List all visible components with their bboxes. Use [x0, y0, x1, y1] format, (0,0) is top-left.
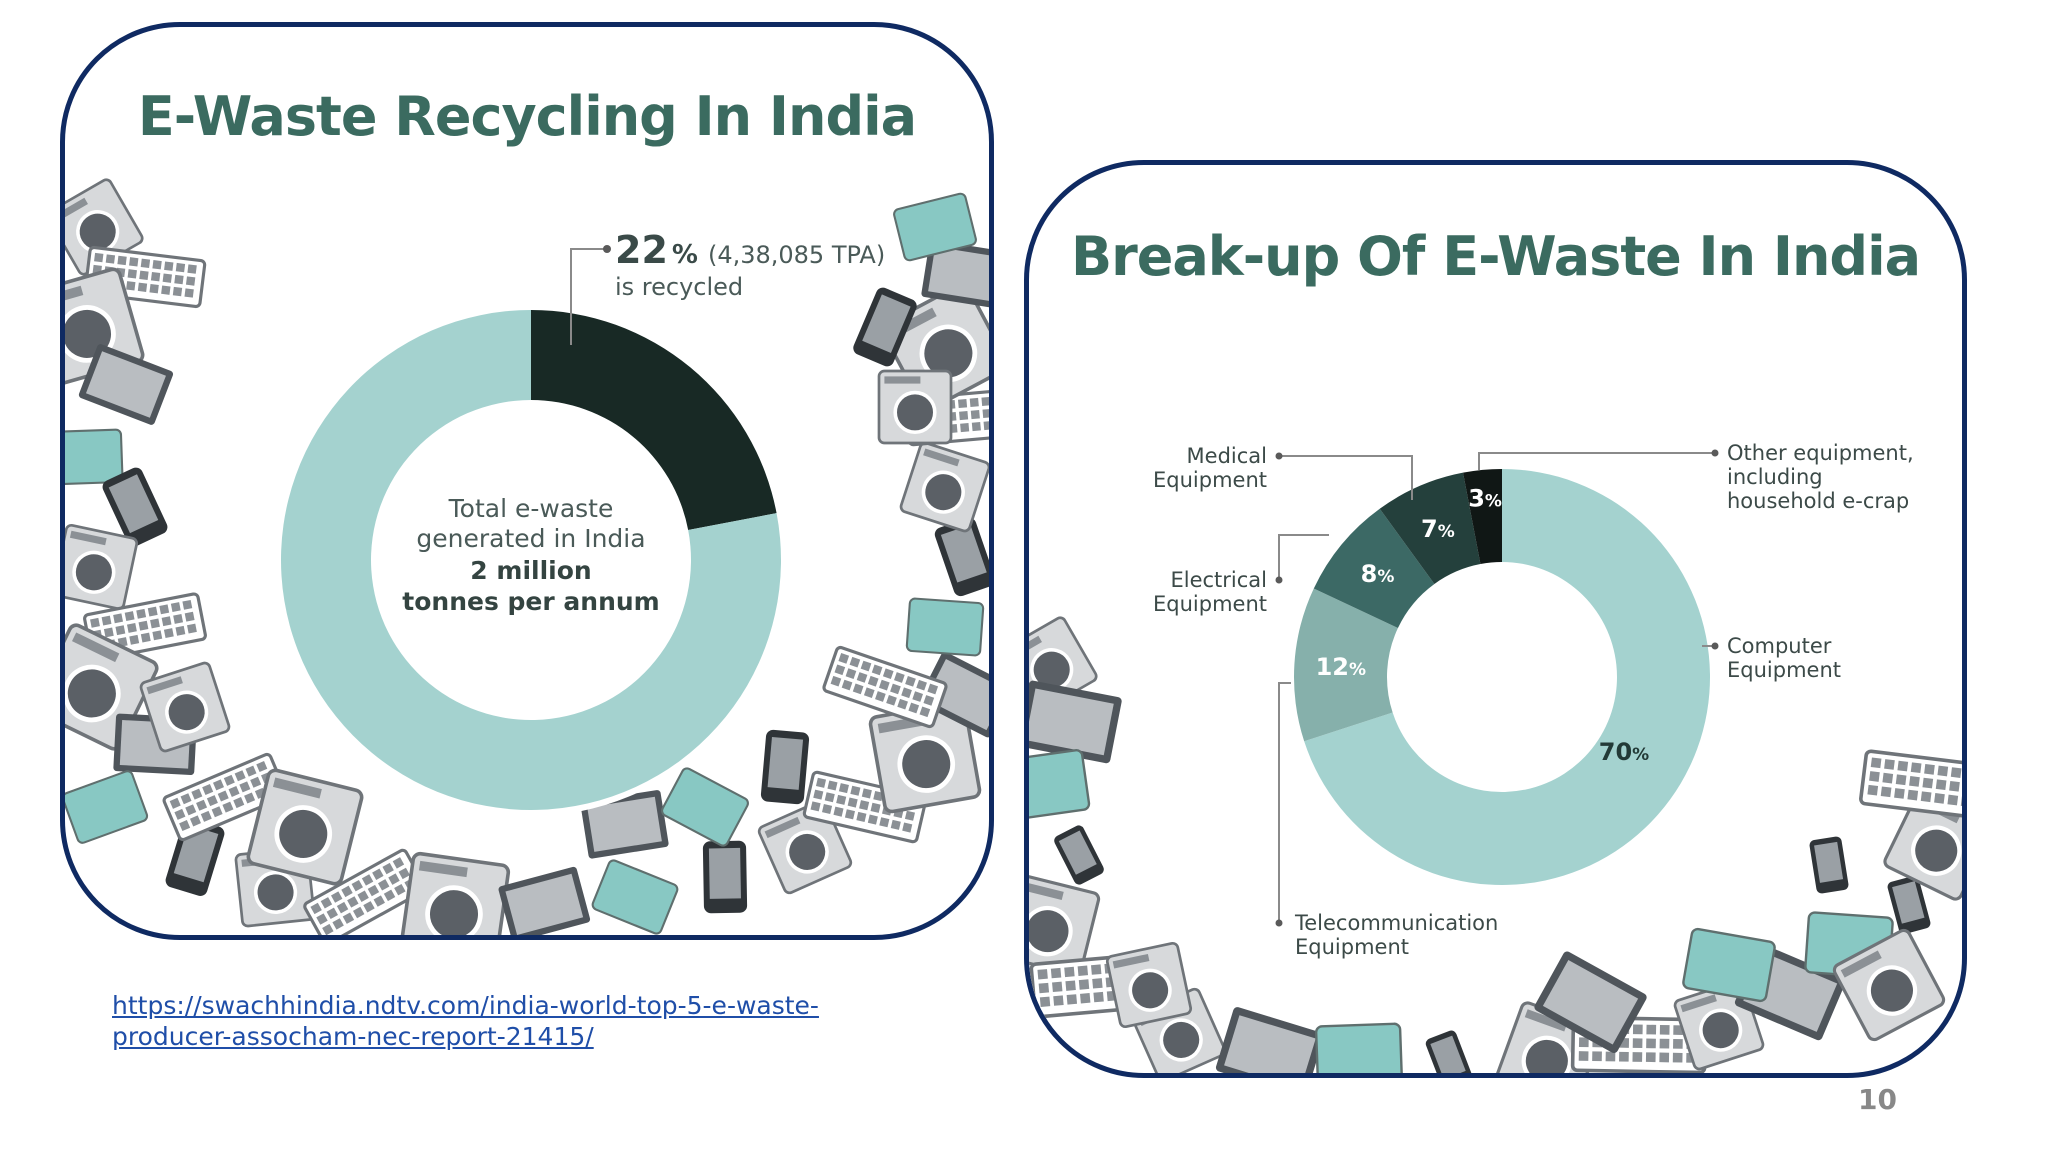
washing-machine-icon: [899, 441, 989, 533]
source-link[interactable]: https://swachhindia.ndtv.com/india-world…: [112, 991, 819, 1051]
monitor-icon: [580, 790, 669, 859]
phone-icon: [102, 467, 168, 547]
tablet-icon: [591, 859, 679, 935]
donut-slice-medical: [1379, 472, 1481, 584]
microwave-icon: [399, 851, 511, 935]
microwave-icon: [246, 768, 364, 886]
washing-machine-icon: [139, 661, 231, 753]
tablet-icon: [905, 597, 985, 657]
monitor-icon: [1029, 680, 1122, 764]
electrical-label-line1: Electrical: [1170, 568, 1267, 592]
tablet-icon: [1682, 927, 1776, 1003]
keyboard-icon: [1859, 749, 1962, 821]
monitor-icon: [921, 240, 989, 309]
keyboard-icon: [83, 245, 207, 309]
tablet-icon: [1314, 1022, 1404, 1073]
other-leader-line: [1478, 452, 1714, 470]
phone-icon: [934, 517, 989, 597]
medical-label-line1: Medical: [1187, 444, 1267, 468]
microwave-icon: [1105, 941, 1193, 1029]
telecom-label-line1: Telecommunication: [1294, 911, 1498, 935]
tablet-icon: [65, 770, 149, 844]
electrical-label-line2: Equipment: [1153, 592, 1267, 616]
phone-icon: [1425, 1030, 1473, 1073]
washing-machine-icon: [1832, 928, 1946, 1042]
donut-slice-electrical: [1313, 508, 1435, 629]
right-chart-title: Break-up Of E-Waste In India: [1070, 225, 1921, 288]
computer-label-line2: Equipment: [1727, 658, 1841, 682]
recycling-donut: [275, 304, 787, 816]
ewaste-pile-illustration: [1029, 616, 1962, 1073]
washing-machine-icon: [757, 799, 853, 895]
monitor-icon: [498, 866, 591, 935]
phone-icon: [853, 287, 917, 367]
other-label-line1: Other equipment,: [1727, 441, 1914, 465]
monitor-icon: [1534, 951, 1647, 1054]
slice-value-label-other: 3%: [1468, 484, 1502, 512]
electrical-leader-line: [1278, 534, 1329, 580]
breakup-chart-panel: Break-up Of E-Waste In India Medical Equ…: [1024, 160, 1967, 1078]
tablet-icon: [65, 428, 124, 486]
monitor-icon: [1215, 1007, 1324, 1073]
tablet-icon: [661, 767, 749, 847]
phone-icon: [702, 840, 748, 914]
other-label-line2: including: [1727, 465, 1823, 489]
telecom-label-line2: Equipment: [1295, 935, 1409, 959]
donut-slice-recycled: [531, 310, 777, 531]
leader-dots: [1275, 449, 1719, 927]
donut-slice-other: [1463, 469, 1502, 565]
donut-slice-not-recycled: [281, 310, 782, 810]
callout-leader-line: [570, 248, 605, 345]
monitor-icon: [78, 344, 174, 425]
tablet-icon: [893, 192, 977, 262]
breakup-donut: [1288, 463, 1716, 891]
center-text-line2: generated in India: [416, 524, 645, 553]
center-text-line1: Total e-waste: [448, 494, 614, 523]
left-chart-title: E-Waste Recycling In India: [137, 85, 917, 148]
washing-machine-icon: [1029, 873, 1101, 977]
phone-icon: [1887, 875, 1931, 935]
center-text-line4: tonnes per annum: [402, 587, 659, 616]
right-chart-svg: Medical Equipment Electrical Equipment T…: [1029, 441, 1962, 1073]
slice-value-label-medical: 7%: [1421, 515, 1455, 543]
recycling-chart-panel: E-Waste Recycling In India 22% (4,38,085 …: [60, 22, 994, 940]
slice-value-label-telecommunication: 12%: [1316, 653, 1366, 681]
donut-slice-telecommunication: [1294, 588, 1398, 742]
callout-percent: 22% (4,38,085 TPA): [615, 228, 885, 272]
keyboard-icon: [83, 592, 207, 662]
tablet-icon: [1029, 749, 1091, 821]
slice-value-label-computer: 70%: [1599, 738, 1649, 766]
computer-label-line1: Computer: [1727, 634, 1832, 658]
slice-value-label-electrical: 8%: [1361, 560, 1395, 588]
phone-icon: [1054, 825, 1104, 885]
medical-label-line2: Equipment: [1153, 468, 1267, 492]
washing-machine-icon: [65, 523, 139, 611]
slice-value-labels: 70% 12% 8% 7% 3%: [1316, 484, 1650, 766]
callout-dot: [603, 245, 611, 253]
telecom-leader-line: [1278, 682, 1291, 923]
other-label-line3: household e-crap: [1727, 489, 1909, 513]
page-number: 10: [1858, 1083, 1897, 1116]
callout-text: is recycled: [615, 273, 743, 301]
washing-machine-icon: [877, 369, 953, 445]
leader-lines: [1278, 452, 1714, 923]
ewaste-pile-illustration: [65, 178, 989, 935]
keyboard-icon: [822, 645, 948, 729]
monitor-icon: [918, 651, 989, 738]
medical-leader-line: [1279, 455, 1413, 500]
keyboard-icon: [162, 752, 288, 842]
center-text-line3: 2 million: [470, 556, 591, 585]
left-chart-svg: 22% (4,38,085 TPA) is recycled Total e-wa…: [65, 178, 989, 935]
phone-icon: [760, 729, 810, 805]
donut-slice-computer: [1304, 469, 1710, 885]
keyboard-icon: [802, 770, 928, 844]
phone-icon: [1809, 836, 1849, 894]
